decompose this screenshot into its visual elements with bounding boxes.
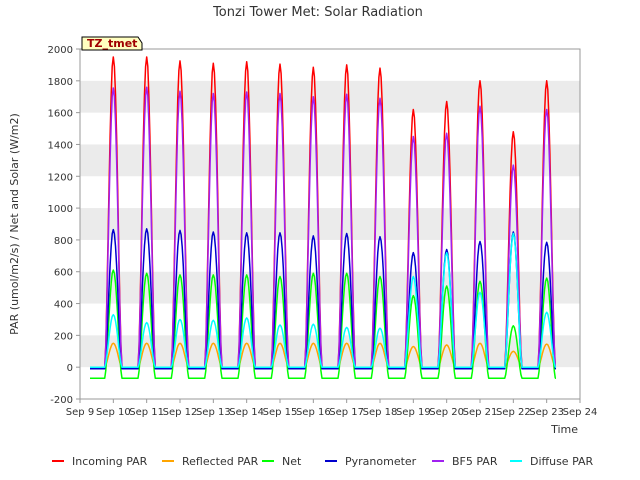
x-tick-label: Sep 13 [196,407,231,418]
x-tick-label: Sep 10 [96,407,131,418]
x-tick-label: Sep 15 [263,407,298,418]
y-tick-label: 1000 [48,204,73,215]
y-tick-label: 800 [54,236,73,247]
y-tick-label: 1600 [48,109,73,120]
y-axis-label: PAR (umol/m2/s) / Net and Solar (W/m2) [8,113,21,335]
y-axis-ticks: -200 0 200 400 600 800 1000 1200 1400 1600 1800 200… [48,45,80,406]
x-tick-label: Sep 17 [329,407,364,418]
x-tick-label: Sep 14 [229,407,264,418]
x-tick-label: Sep 22 [496,407,531,418]
y-tick-label: 0 [67,363,73,374]
y-tick-label: 400 [54,300,73,311]
legend: Incoming PAR Reflected PAR Net Pyranometer B… [52,455,594,468]
legend-label: BF5 PAR [452,455,498,468]
grid-band [80,335,580,368]
series-lines [90,56,557,380]
x-tick-label: Sep 21 [463,407,498,418]
x-tick-label: Sep 16 [296,407,331,418]
plot-background-bands [80,49,580,399]
legend-label: Pyranometer [345,455,417,468]
y-tick-label: 2000 [48,45,73,56]
y-tick-label: 200 [54,331,73,342]
plot-frame [79,48,581,400]
legend-label: Diffuse PAR [530,455,594,468]
site-label: TZ_tmet [87,37,137,50]
chart-title: Tonzi Tower Met: Solar Radiation [212,5,423,20]
x-tick-label: Sep 24 [563,407,598,418]
y-tick-label: 1200 [48,172,73,183]
x-tick-label: Sep 9 [66,407,94,418]
legend-label: Reflected PAR [182,455,259,468]
x-tick-label: Sep 19 [396,407,431,418]
y-tick-label: -200 [50,395,73,406]
y-tick-label: 1400 [48,140,73,151]
x-tick-label: Sep 18 [363,407,398,418]
x-tick-label: Sep 11 [129,407,164,418]
y-tick-label: 600 [54,268,73,279]
legend-label: Net [282,455,302,468]
x-tick-label: Sep 20 [429,407,464,418]
grid-band [80,271,580,304]
x-tick-label: Sep 23 [529,407,564,418]
legend-label: Incoming PAR [72,455,148,468]
site-label-box: TZ_tmet [81,36,143,51]
y-tick-label: 1800 [48,77,73,88]
series-line-diffuse-par [90,232,557,368]
series-line-pyranometer [90,228,557,370]
x-axis-label: Time [550,423,578,436]
x-tick-label: Sep 12 [163,407,198,418]
grid-band [80,80,580,113]
grid-band [80,144,580,177]
grid-band [80,208,580,240]
